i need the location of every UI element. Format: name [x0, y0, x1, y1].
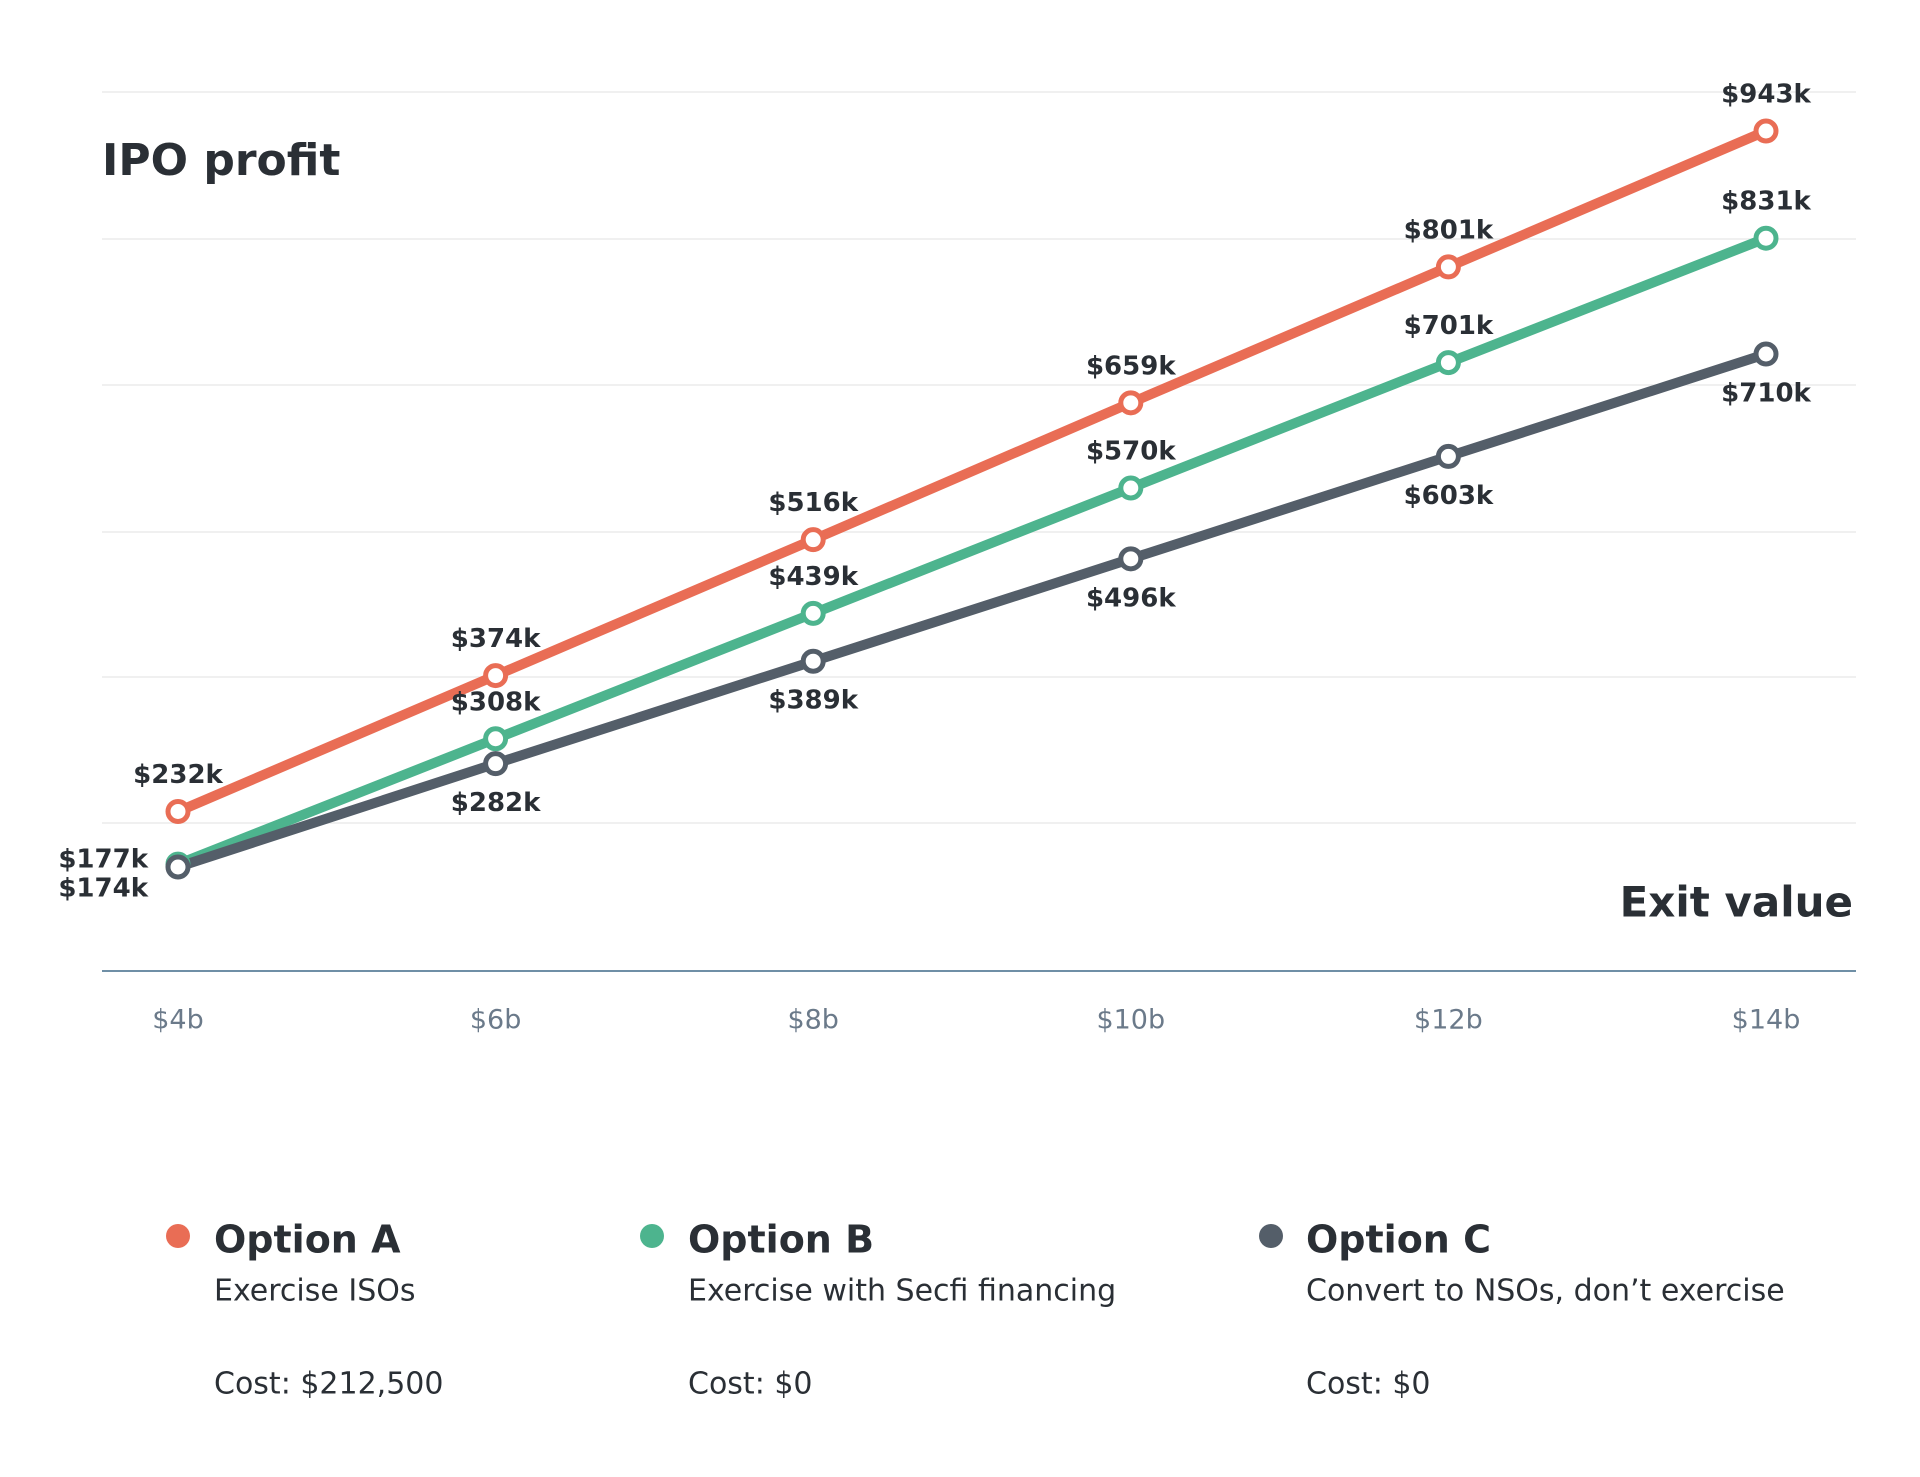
data-label: $374k — [451, 624, 541, 654]
point-marker — [165, 798, 191, 824]
legend-description: Exercise with Secfi financing — [688, 1274, 1116, 1309]
data-label: $943k — [1721, 80, 1811, 110]
legend-swatch — [1259, 1224, 1283, 1248]
point-marker — [483, 751, 509, 777]
point-marker — [1118, 475, 1144, 501]
x-tick-label: $8b — [787, 1005, 839, 1036]
x-tick-label: $10b — [1096, 1005, 1165, 1036]
legend-swatch — [166, 1224, 190, 1248]
legend-cost: Cost: $0 — [688, 1367, 813, 1402]
data-label: $389k — [768, 686, 858, 716]
point-marker — [483, 663, 509, 689]
x-tick-label: $4b — [152, 1005, 204, 1036]
data-label: $801k — [1404, 215, 1494, 245]
series-line — [176, 233, 1768, 869]
point-marker — [1118, 546, 1144, 572]
point-marker — [1753, 118, 1779, 144]
legend-swatch — [640, 1224, 664, 1248]
x-tick-label: $14b — [1732, 1005, 1801, 1036]
data-label: $282k — [451, 788, 541, 818]
point-marker — [1118, 390, 1144, 416]
legend-description: Exercise ISOs — [214, 1274, 416, 1309]
point-marker — [800, 648, 826, 674]
data-label: $516k — [768, 488, 858, 518]
data-label: $831k — [1721, 187, 1811, 217]
x-tick-label: $6b — [470, 1005, 522, 1036]
data-label: $659k — [1086, 351, 1176, 381]
series-line — [176, 349, 1768, 872]
point-marker — [165, 854, 191, 880]
legend-name: Option A — [214, 1218, 401, 1262]
series-line — [176, 126, 1768, 817]
point-marker — [800, 600, 826, 626]
point-marker — [1435, 443, 1461, 469]
point-marker — [1753, 225, 1779, 251]
data-label: $174k — [58, 874, 148, 904]
data-label: $701k — [1404, 311, 1494, 341]
legend-description: Convert to NSOs, don’t exercise — [1306, 1274, 1785, 1309]
data-label: $496k — [1086, 583, 1176, 613]
x-tick-label: $12b — [1414, 1005, 1483, 1036]
data-label: $570k — [1086, 436, 1176, 466]
point-marker — [800, 527, 826, 553]
legend-cost: Cost: $0 — [1306, 1367, 1431, 1402]
point-marker — [483, 726, 509, 752]
x-axis-title: Exit value — [1620, 878, 1853, 927]
data-label: $603k — [1404, 481, 1494, 511]
y-axis-title: IPO profit — [102, 135, 340, 186]
legend-cost: Cost: $212,500 — [214, 1367, 443, 1402]
data-label: $710k — [1721, 379, 1811, 409]
data-label: $177k — [58, 845, 148, 875]
legend-name: Option C — [1306, 1218, 1491, 1262]
legend-name: Option B — [688, 1218, 874, 1262]
point-marker — [1435, 350, 1461, 376]
data-label: $308k — [451, 687, 541, 717]
data-label: $439k — [768, 562, 858, 592]
point-marker — [1435, 254, 1461, 280]
point-marker — [1753, 341, 1779, 367]
data-label: $232k — [133, 760, 223, 790]
